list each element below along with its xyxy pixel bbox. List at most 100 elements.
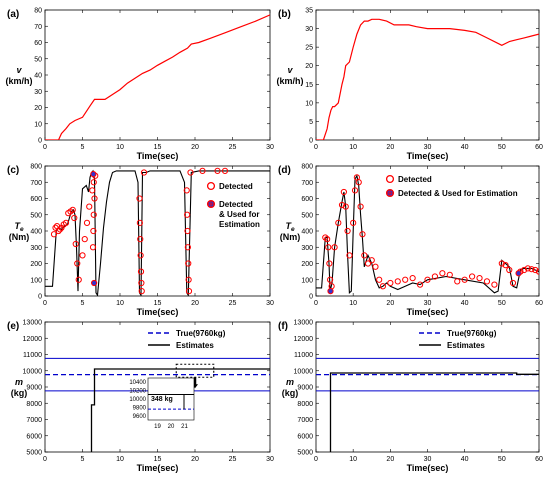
y-tick-label: 6000	[297, 433, 313, 440]
y-axis-unit: (Nm)	[9, 232, 30, 242]
detected-point	[184, 211, 191, 218]
y-axis-label-letter: T	[285, 221, 292, 231]
y-tick-label: 200	[30, 261, 42, 268]
detected-point	[185, 276, 192, 283]
y-tick-label: 40	[34, 73, 42, 80]
x-tick-label: 20	[386, 456, 394, 463]
y-tick-label: 400	[30, 229, 42, 236]
detected-point	[69, 206, 76, 213]
x-tick-label: 5	[81, 300, 85, 307]
y-tick-label: 0	[309, 294, 313, 301]
detected-point	[83, 219, 91, 226]
detected-point	[187, 169, 194, 176]
panel-label: (b)	[278, 9, 291, 20]
y-axis-label-letter: T	[14, 221, 21, 231]
legend-true-label: True(9760kg)	[176, 329, 226, 338]
x-tick-label: 0	[314, 144, 318, 151]
detected-point	[402, 276, 409, 283]
legend-detected-marker	[206, 181, 216, 191]
detected-point	[325, 244, 332, 251]
detected-point	[502, 262, 509, 269]
x-tick-label: 20	[386, 300, 394, 307]
x-tick-label: 0	[43, 144, 47, 151]
x-tick-label: 10	[116, 144, 124, 151]
y-tick-label: 12000	[23, 336, 43, 343]
detected-point	[324, 236, 331, 243]
y-tick-label: 7000	[297, 417, 313, 424]
y-tick-label: 100	[301, 277, 313, 284]
x-tick-label: 20	[386, 144, 394, 151]
detected-point	[498, 260, 505, 267]
legend-true-label: True(9760kg)	[447, 329, 497, 338]
detected-point	[346, 252, 353, 259]
detected-point	[81, 236, 88, 243]
y-tick-label: 35	[305, 8, 313, 15]
y-tick-label: 400	[301, 229, 313, 236]
x-tick-label: 10	[349, 456, 357, 463]
detected-point	[199, 167, 206, 174]
x-tick-label: 25	[229, 144, 237, 151]
detected-point	[372, 263, 379, 270]
legend-detected-label: Detected	[398, 175, 432, 184]
legend-used-label-line2: & Used for	[219, 210, 259, 219]
detected-point	[322, 234, 329, 241]
detected-point	[136, 219, 143, 226]
plot-area	[45, 167, 270, 296]
x-axis-label: Time(sec)	[137, 307, 179, 317]
y-axis-unit: (km/h)	[277, 76, 304, 86]
inset-x-tick-label: 20	[168, 424, 175, 430]
y-tick-label: 8000	[26, 401, 42, 408]
y-tick-label: 10	[305, 100, 313, 107]
y-axis-label-subscript: e	[291, 226, 295, 233]
x-tick-label: 10	[116, 300, 124, 307]
panel-label: (c)	[7, 165, 19, 176]
x-tick-label: 30	[266, 456, 274, 463]
x-tick-label: 50	[498, 456, 506, 463]
plot-area	[316, 357, 539, 452]
detected-point	[56, 226, 64, 233]
legend-used-label: Detected & Used for Estimation	[398, 189, 518, 198]
detected-point	[91, 195, 98, 202]
detected-point	[394, 278, 401, 285]
zoom-box	[175, 363, 215, 378]
x-tick-label: 0	[43, 456, 47, 463]
x-tick-label: 30	[424, 456, 432, 463]
panel-c: 0 5 10 15 20 25 300100200300400500600700800Tim…	[7, 164, 274, 318]
plot-area	[45, 357, 270, 452]
detected-point	[350, 219, 357, 226]
y-tick-label: 11000	[23, 352, 42, 359]
panel-a: 0 5 10 15 20 25 30 0 10 20 30 40 50 60 70 80 Time(sec) (a…	[6, 8, 274, 162]
y-axis-label: Te	[14, 221, 24, 233]
series-line	[316, 174, 539, 294]
detected-point	[62, 219, 70, 226]
y-tick-label: 6000	[26, 433, 42, 440]
y-tick-label: 13000	[23, 320, 43, 327]
panel-label: (a)	[7, 9, 19, 20]
y-tick-label: 8000	[297, 401, 313, 408]
y-axis-unit: (Nm)	[280, 232, 301, 242]
y-tick-label: 10000	[23, 368, 43, 375]
legend-estimates-label: Estimates	[176, 341, 214, 350]
plot-area	[316, 18, 539, 140]
detected-point	[439, 270, 446, 277]
inset-x-tick-label: 21	[181, 424, 188, 430]
detected-point	[344, 227, 351, 235]
detected-point	[326, 260, 333, 267]
detected-point	[476, 275, 483, 282]
plot-frame	[44, 9, 271, 141]
detected-point	[351, 187, 359, 194]
detected-point	[461, 276, 468, 283]
detected-point	[342, 203, 349, 210]
y-axis-unit: (kg)	[11, 388, 28, 398]
panel-b: 0 10 20 30 40 50 60 0 5 10 15 20 25 30 35 Time(sec) (b) v…	[277, 8, 543, 162]
panel-label: (e)	[7, 321, 19, 332]
detected-point	[431, 273, 439, 280]
y-tick-label: 500	[30, 212, 42, 219]
plot-frame	[315, 165, 540, 297]
x-tick-label: 0	[314, 300, 318, 307]
detected-point	[50, 231, 58, 238]
x-tick-label: 30	[424, 300, 432, 307]
x-axis-label: Time(sec)	[137, 463, 179, 473]
y-tick-label: 5	[309, 119, 313, 126]
x-tick-label: 20	[191, 300, 199, 307]
